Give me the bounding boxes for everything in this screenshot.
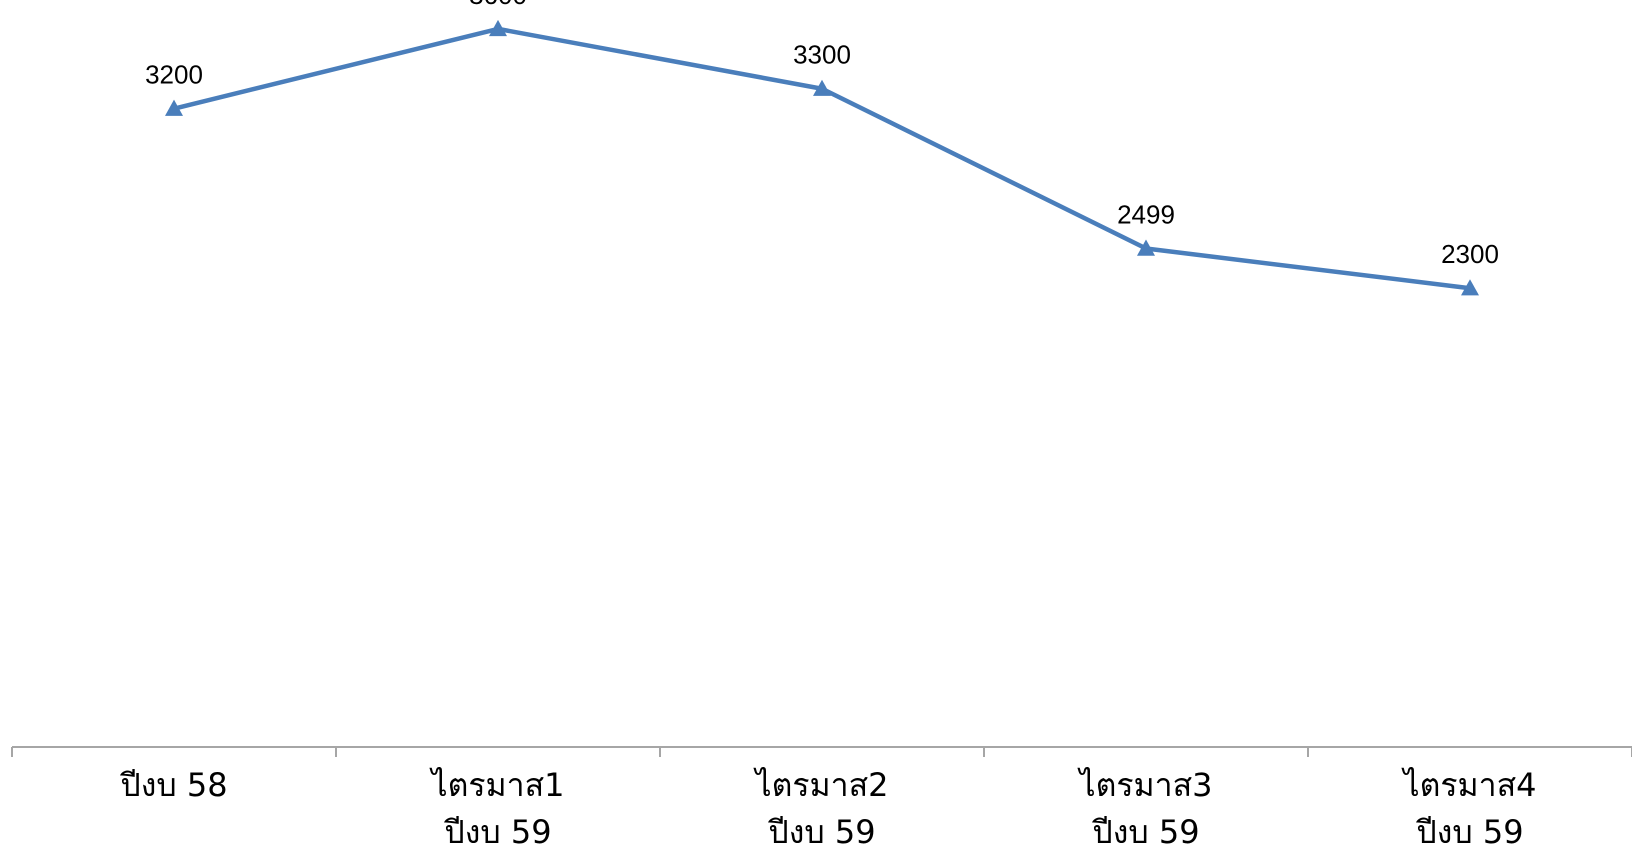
x-tick-label: ปีงบ 58 <box>120 766 228 804</box>
x-tick-label-line: ปีงบ 59 <box>1092 813 1200 846</box>
x-tick-label: ไตรมาส1 ปีงบ 59 <box>428 766 564 846</box>
triangle-marker <box>813 79 831 96</box>
triangle-marker <box>165 99 183 116</box>
data-label: 2300 <box>1441 239 1499 269</box>
data-label: 3600 <box>469 0 527 10</box>
x-tick-label-line: ปีงบ 59 <box>768 813 876 846</box>
triangle-marker <box>1461 279 1479 296</box>
x-tick-label-line: ปีงบ 58 <box>120 766 228 804</box>
data-label: 2499 <box>1117 200 1175 230</box>
series-layer <box>165 19 1479 296</box>
triangle-marker <box>489 19 507 37</box>
triangle-marker <box>1137 239 1155 256</box>
data-labels: 3200 3600 3300 2499 2300 <box>145 0 1499 269</box>
x-tick-label-line: ไตรมาส2 <box>752 766 888 804</box>
x-tick-label-line: ปีงบ 59 <box>444 813 552 846</box>
x-tick-label: ไตรมาส4 ปีงบ 59 <box>1400 766 1536 846</box>
data-label: 3300 <box>793 40 851 70</box>
data-label: 3200 <box>145 60 203 90</box>
x-tick-label: ไตรมาส2 ปีงบ 59 <box>752 766 888 846</box>
x-tick-label-line: ไตรมาส1 <box>428 766 564 804</box>
x-tick-label-line: ไตรมาส3 <box>1076 766 1212 804</box>
x-axis <box>11 746 1632 757</box>
x-tick-label-line: ปีงบ 59 <box>1416 813 1524 846</box>
x-tick-label: ไตรมาส3 ปีงบ 59 <box>1076 766 1212 846</box>
x-tick-label-line: ไตรมาส4 <box>1400 766 1536 804</box>
